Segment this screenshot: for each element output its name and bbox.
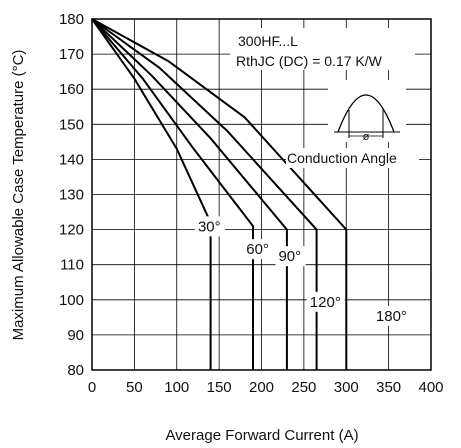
conduction-angle-diagram: ø	[328, 80, 406, 143]
x-tick-label: 300	[334, 379, 359, 396]
y-tick-label: 170	[59, 46, 84, 63]
x-tick-label: 150	[207, 379, 232, 396]
y-tick-label: 150	[59, 116, 84, 133]
series-label: 60°	[246, 241, 269, 258]
x-axis-label: Average Forward Current (A)	[165, 427, 358, 444]
phi-symbol: ø	[363, 131, 370, 143]
series-group	[91, 18, 348, 370]
y-tick-label: 100	[59, 292, 84, 309]
series-line	[91, 18, 254, 370]
series-label-bg	[306, 291, 345, 312]
y-tick-label: 130	[59, 187, 84, 204]
series-label-bg	[275, 246, 306, 267]
conduction-angle-label-bg	[286, 148, 419, 168]
y-axis-label: Maximum Allowable Case Temperature (°C)	[10, 50, 27, 341]
series-label: 90°	[278, 248, 301, 265]
x-tick-label: 0	[88, 379, 96, 396]
rth-annotation: RthJC (DC) = 0.17 K/W	[236, 53, 383, 69]
series-line	[91, 18, 318, 370]
x-tick-label: 250	[291, 379, 316, 396]
series-label: 30°	[198, 218, 221, 235]
y-tick-label: 180	[59, 11, 84, 28]
series-label-bg	[194, 216, 225, 237]
y-tick-label: 80	[67, 362, 84, 379]
y-tick-label: 140	[59, 151, 84, 168]
series-label-bg	[372, 305, 411, 326]
series-labels: 30° 60° 90° 120° 180°	[194, 216, 411, 326]
y-tick-label: 160	[59, 81, 84, 98]
series-line	[91, 18, 348, 370]
series-line	[91, 18, 288, 370]
series-label-bg	[243, 239, 274, 260]
y-tick-label: 120	[59, 222, 84, 239]
y-tick-label: 90	[67, 327, 84, 344]
plot-frame	[91, 18, 432, 371]
x-tick-label: 350	[376, 379, 401, 396]
series-line	[91, 18, 212, 370]
device-annotation: 300HF...L	[238, 33, 298, 49]
series-label: 180°	[376, 308, 407, 325]
x-tick-label: 50	[126, 379, 143, 396]
x-tick-label: 100	[164, 379, 189, 396]
conduction-angle-label: Conduction Angle	[287, 150, 397, 166]
x-tick-label: 400	[418, 379, 443, 396]
y-tick-label: 110	[60, 257, 84, 274]
y-tick-labels: 80 90 100 110 120 130 140 150 160 170 180	[59, 11, 84, 379]
x-tick-label: 200	[249, 379, 274, 396]
series-label: 120°	[310, 294, 341, 311]
x-tick-labels: 0 50 100 150 200 250 300 350 400	[88, 379, 444, 396]
grid	[91, 18, 432, 371]
annotation-box	[230, 28, 415, 70]
